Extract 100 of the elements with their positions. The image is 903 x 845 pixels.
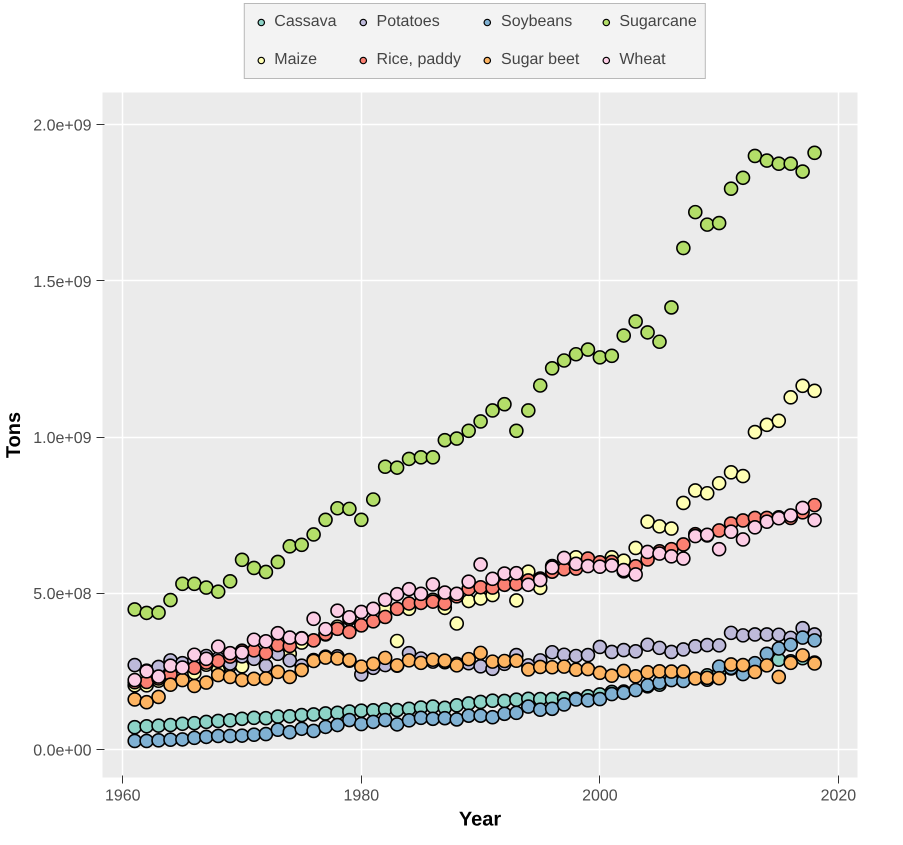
point <box>509 423 524 438</box>
point <box>521 662 536 677</box>
point <box>198 652 214 666</box>
point <box>676 642 691 657</box>
point <box>795 630 810 645</box>
point <box>282 630 298 645</box>
point <box>807 498 822 512</box>
point <box>592 666 608 680</box>
point <box>163 732 178 747</box>
point <box>222 728 238 744</box>
point <box>378 650 392 666</box>
point <box>282 724 298 740</box>
point <box>306 707 321 722</box>
point <box>210 668 226 682</box>
point <box>127 692 142 707</box>
point <box>760 514 774 529</box>
point <box>282 708 298 724</box>
x-tick-label: 1980 <box>344 788 380 804</box>
point <box>592 350 608 365</box>
point <box>270 554 286 570</box>
point <box>485 654 500 669</box>
point <box>402 452 416 466</box>
point <box>282 539 298 554</box>
point <box>330 718 345 732</box>
point <box>473 708 488 723</box>
point <box>580 662 596 676</box>
point <box>378 712 392 728</box>
point <box>628 669 643 684</box>
point <box>163 718 178 732</box>
point <box>652 334 667 350</box>
point <box>532 378 548 393</box>
point <box>736 468 750 484</box>
point <box>652 519 667 534</box>
point <box>461 574 476 589</box>
point <box>497 706 512 722</box>
point <box>354 604 369 620</box>
y-tick-label: 1.5e+09 <box>33 274 92 291</box>
point <box>509 653 524 668</box>
point <box>676 551 691 566</box>
point <box>485 710 500 724</box>
point <box>640 325 655 340</box>
point <box>485 403 500 418</box>
point <box>795 378 810 394</box>
point <box>771 641 786 656</box>
point <box>616 642 632 658</box>
point <box>127 672 142 688</box>
point <box>258 564 274 580</box>
point <box>187 730 202 746</box>
point <box>580 648 596 662</box>
point <box>676 240 691 256</box>
point <box>497 566 512 581</box>
point <box>760 627 774 642</box>
point <box>139 606 154 620</box>
point <box>390 702 404 718</box>
point <box>354 512 369 528</box>
point <box>556 353 572 368</box>
point <box>306 612 321 626</box>
point <box>402 653 416 668</box>
point <box>580 558 596 574</box>
point <box>760 658 774 673</box>
point <box>294 662 309 678</box>
point <box>222 646 238 660</box>
point <box>246 632 262 648</box>
point <box>187 647 202 662</box>
point <box>246 672 262 686</box>
point <box>544 701 560 716</box>
point <box>151 690 166 704</box>
point <box>175 672 190 688</box>
point <box>246 560 262 576</box>
point <box>676 664 691 679</box>
point <box>270 664 286 680</box>
point <box>712 216 726 230</box>
point <box>664 521 679 536</box>
point <box>414 656 428 670</box>
point <box>246 727 262 742</box>
x-tick-label: 2000 <box>582 788 618 804</box>
point <box>771 627 786 642</box>
point <box>604 644 620 660</box>
point <box>628 540 643 556</box>
point <box>438 585 452 600</box>
point <box>521 577 536 592</box>
point <box>497 654 512 668</box>
point <box>544 660 560 675</box>
point <box>473 414 488 429</box>
point <box>521 403 536 418</box>
point <box>700 486 715 501</box>
point <box>151 733 166 748</box>
point <box>414 450 428 465</box>
point <box>438 432 452 448</box>
y-axis-title: Tons <box>3 412 26 458</box>
point <box>640 637 655 652</box>
point <box>210 584 226 599</box>
point <box>175 576 190 592</box>
point <box>688 483 703 498</box>
point <box>306 724 321 738</box>
point <box>724 524 738 539</box>
point <box>664 664 679 679</box>
point <box>139 734 154 748</box>
point <box>556 697 572 712</box>
point <box>688 671 703 686</box>
